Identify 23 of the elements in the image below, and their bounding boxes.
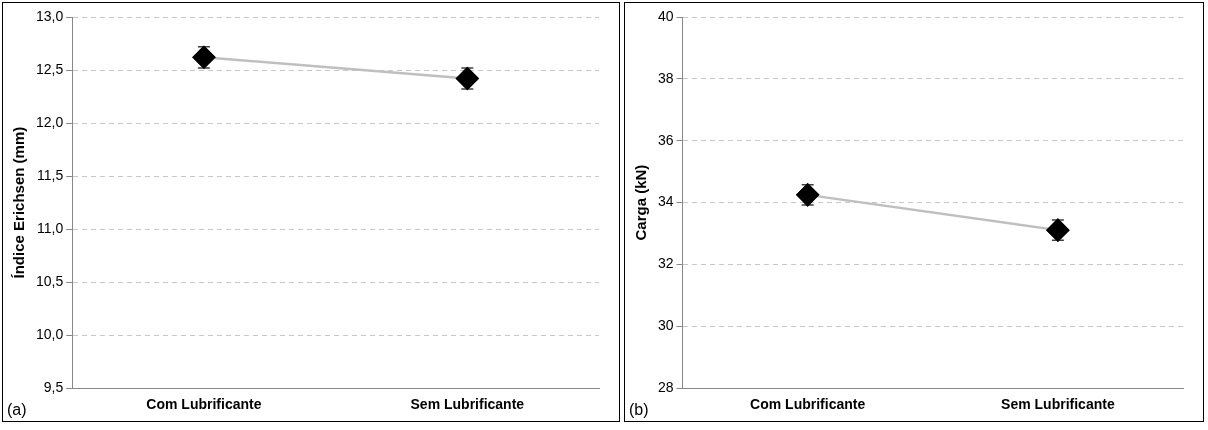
y-tick-label: 12,5 [36, 60, 64, 77]
y-tick-label: 28 [657, 379, 674, 396]
y-tick-label: 9,5 [43, 379, 64, 396]
y-tick-label: 13,0 [36, 7, 64, 24]
x-tick-label: Sem Lubrificante [1001, 396, 1115, 413]
y-tick-label: 10,5 [36, 273, 64, 289]
text: (b) [629, 401, 649, 419]
x-tick-label: Com Lubrificante [750, 396, 866, 413]
y-tick-label: 11,0 [37, 219, 64, 236]
text: (a) [7, 401, 27, 419]
x-tick-label: Com Lubrificante [146, 396, 262, 413]
y-tick-label: 40 [657, 7, 674, 24]
y-tick-label: 38 [657, 69, 674, 86]
y-tick-label: 34 [657, 193, 674, 210]
y-tick-label: 12,0 [36, 113, 64, 130]
x-tick-label: Sem Lubrificante [410, 396, 525, 413]
y-tick-label: 30 [657, 317, 674, 334]
y-tick-label: 11,5 [37, 166, 64, 183]
y-tick-label: 32 [657, 255, 674, 272]
y-tick-label: 10,0 [36, 326, 64, 343]
y-tick-label: 36 [657, 131, 674, 148]
y-axis-title: Carga (kN) [632, 164, 650, 241]
y-axis-title: Índice Erichsen (mm) [10, 126, 28, 279]
